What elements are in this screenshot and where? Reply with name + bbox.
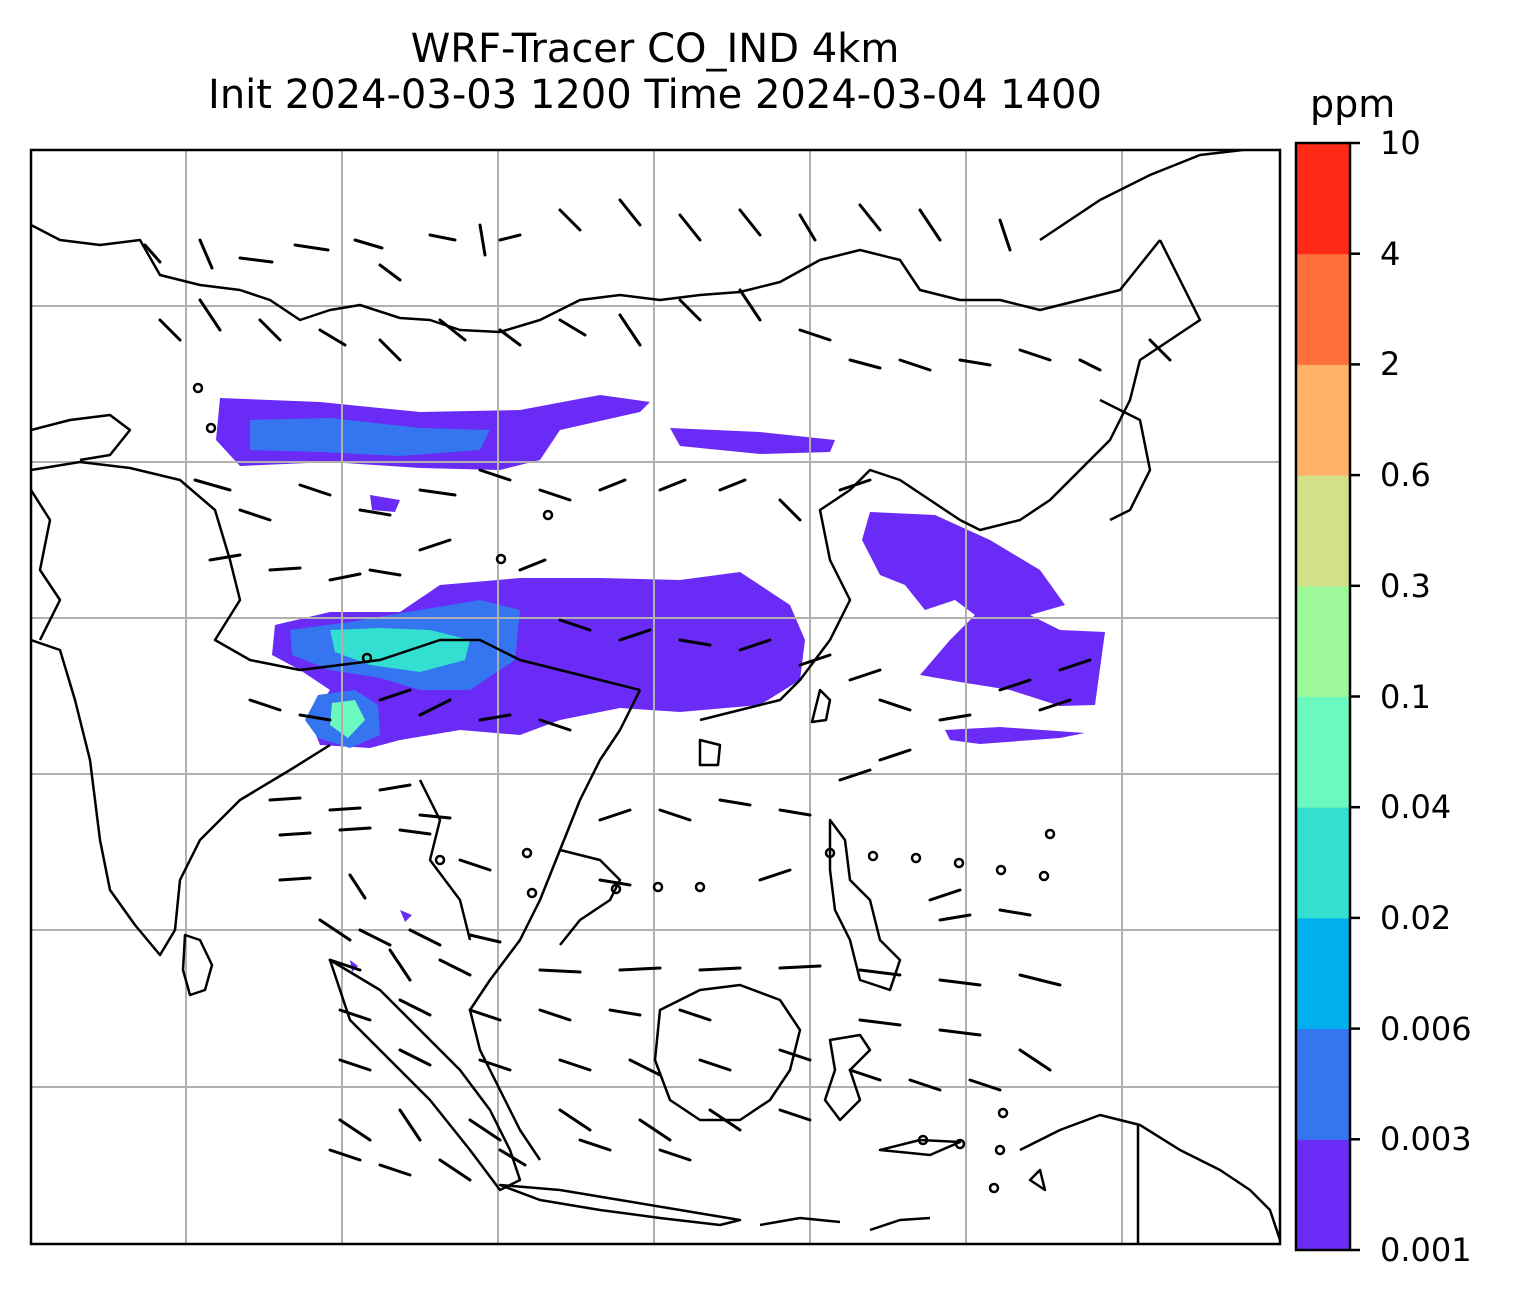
malay-peninsula [418, 779, 542, 1161]
border-north [31, 223, 1161, 334]
colorbar-tick-label: 10 [1380, 124, 1421, 162]
china-coast [699, 468, 961, 722]
plume-speck-3 [350, 960, 358, 972]
colorbar-segment [1296, 917, 1350, 1030]
sri-lanka [181, 933, 214, 997]
plume-speck-2 [400, 910, 412, 922]
plume-southwest-core [330, 700, 365, 738]
colorbar-tick-label: 0.1 [1380, 677, 1431, 716]
colorbar-unit: ppm [1310, 82, 1396, 126]
indochina [468, 689, 642, 1011]
new-guinea [1019, 1113, 1280, 1244]
title-line-1: WRF-Tracer CO_IND 4km [410, 26, 900, 72]
border-himalaya [31, 460, 641, 692]
coastlines [31, 150, 1280, 1244]
colorbar-segment [1296, 143, 1350, 255]
colorbar-tick-label: 0.001 [1380, 1231, 1472, 1269]
colorbar-tick-label: 2 [1380, 345, 1401, 384]
plume-east [862, 512, 1105, 706]
colorbar-segment [1296, 585, 1350, 697]
borneo [653, 983, 802, 1122]
plume-southeast [945, 727, 1085, 744]
calm-markers [192, 382, 1056, 1194]
colorbar-tick-label: 4 [1380, 234, 1401, 273]
colorbar-segment [1296, 364, 1350, 476]
sumatra [328, 958, 522, 1192]
colorbar-tick-label: 0.003 [1380, 1120, 1472, 1159]
colorbar-segment [1296, 475, 1350, 587]
plume-north-inner [250, 418, 490, 456]
northeast-coast [959, 150, 1254, 532]
lesser-islands [759, 1216, 931, 1232]
colorbar-tick-label: 0.006 [1380, 1009, 1472, 1048]
colorbar-segment [1296, 807, 1350, 919]
colorbar-segment [1296, 1028, 1350, 1140]
india-coast [31, 638, 331, 957]
colorbar-tick-label: 0.3 [1380, 566, 1431, 605]
colorbar-segment [1296, 253, 1350, 365]
wind-barbs [143, 198, 1172, 1182]
colorbar [1294, 141, 1360, 1252]
colorbar-segment [1296, 1139, 1350, 1251]
colorbar-tick-label: 0.04 [1380, 788, 1452, 827]
hainan-taiwan [698, 688, 832, 767]
plume-north-speck [370, 495, 400, 512]
timor [878, 1138, 1047, 1192]
figure-title: WRF-Tracer CO_IND 4km Init 2024-03-03 12… [30, 26, 1280, 118]
title-line-2: Init 2024-03-03 1200 Time 2024-03-04 140… [208, 72, 1102, 118]
colorbar-tick-label: 0.6 [1380, 456, 1431, 495]
tracer-plumes [216, 395, 1105, 972]
colorbar-tick-label: 0.02 [1380, 898, 1452, 937]
colorbar-segment [1296, 696, 1350, 808]
java [498, 1183, 742, 1227]
sulawesi [823, 1033, 872, 1122]
border-west [31, 413, 132, 641]
korea [1099, 398, 1152, 522]
plume-north-east [670, 428, 835, 454]
map-frame [29, 148, 1282, 1246]
